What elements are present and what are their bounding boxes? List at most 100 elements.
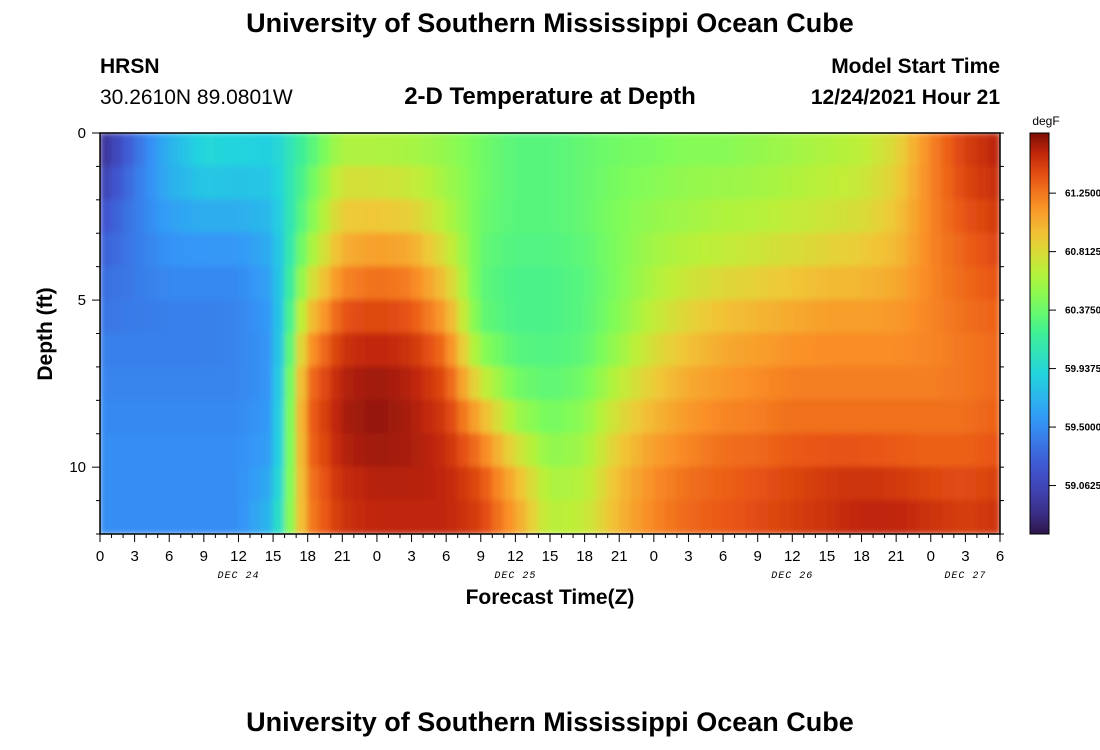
heatmap-cell: [284, 366, 297, 401]
heatmap-cell: [711, 333, 724, 368]
heatmap-cell: [768, 366, 782, 401]
heatmap-cell: [191, 366, 205, 401]
heatmap-cell: [768, 199, 782, 234]
heatmap-cell: [653, 333, 666, 368]
heatmap-cells: [100, 133, 1000, 534]
heatmap-cell: [757, 165, 770, 201]
heatmap-cell: [837, 199, 851, 234]
heatmap-cell: [861, 165, 874, 201]
heatmap-cell: [491, 133, 505, 167]
heatmap-cell: [341, 433, 355, 468]
heatmap-cell: [157, 366, 170, 401]
heatmap-cell: [284, 333, 297, 368]
heatmap-cell: [376, 399, 389, 435]
heatmap-cell: [134, 299, 147, 334]
heatmap-cell: [191, 433, 205, 468]
heatmap-cell: [584, 500, 597, 534]
heatmap-cell: [237, 333, 251, 368]
heatmap-cell: [676, 333, 689, 368]
heatmap-cell: [422, 232, 436, 268]
heatmap-cell: [664, 232, 678, 268]
heatmap-cell: [734, 433, 747, 468]
heatmap-cell: [664, 199, 678, 234]
heatmap-cell: [214, 466, 228, 502]
heatmap-cell: [549, 133, 563, 167]
heatmap-cell: [803, 333, 816, 368]
heatmap-cell: [376, 266, 389, 301]
heatmap-cell: [457, 366, 470, 401]
heatmap-cell: [722, 399, 736, 435]
heatmap-cell: [457, 399, 470, 435]
heatmap-cell: [780, 165, 793, 201]
heatmap-cell: [261, 133, 274, 167]
heatmap-cell: [930, 165, 943, 201]
x-tick-label: 9: [754, 548, 762, 565]
heatmap-cell: [699, 266, 713, 301]
heatmap-cell: [480, 266, 493, 301]
heatmap-cell: [780, 133, 793, 167]
heatmap-cell: [711, 199, 724, 234]
heatmap-cell: [122, 433, 136, 468]
heatmap-cell: [411, 232, 424, 268]
heatmap-cell: [387, 133, 401, 167]
heatmap-cell: [134, 266, 147, 301]
heatmap-cell: [826, 133, 839, 167]
heatmap-cell: [364, 199, 378, 234]
heatmap-cell: [145, 299, 159, 334]
heatmap-cell: [595, 299, 609, 334]
heatmap-cell: [572, 266, 586, 301]
heatmap-cell: [249, 199, 263, 234]
heatmap-cell: [641, 133, 655, 167]
x-tick-label: 3: [130, 548, 138, 565]
heatmap-cell: [918, 500, 932, 534]
heatmap-cell: [100, 433, 113, 468]
heatmap-cell: [526, 199, 539, 234]
heatmap-cell: [387, 433, 401, 468]
heatmap-cell: [930, 133, 943, 167]
heatmap-cell: [422, 500, 436, 534]
heatmap-cell: [653, 366, 666, 401]
heatmap-cell: [330, 165, 343, 201]
heatmap-cell: [572, 399, 586, 435]
heatmap-cell: [884, 299, 897, 334]
heatmap-cell: [157, 333, 170, 368]
heatmap-cell: [895, 199, 909, 234]
heatmap-cell: [930, 333, 943, 368]
heatmap-cell: [399, 366, 413, 401]
heatmap-cell: [803, 232, 816, 268]
heatmap-cell: [630, 433, 643, 468]
heatmap-cell: [780, 299, 793, 334]
heatmap-cell: [434, 366, 447, 401]
heatmap-cell: [249, 232, 263, 268]
heatmap-cell: [861, 466, 874, 502]
heatmap-cell: [837, 500, 851, 534]
heatmap-cell: [364, 433, 378, 468]
heatmap-cell: [249, 266, 263, 301]
heatmap-cell: [157, 433, 170, 468]
heatmap-cell: [284, 500, 297, 534]
heatmap-cell: [364, 232, 378, 268]
heatmap-cell: [295, 333, 309, 368]
heatmap-cell: [849, 333, 863, 368]
heatmap-cell: [100, 366, 113, 401]
heatmap-cell: [561, 133, 574, 167]
heatmap-cell: [537, 399, 551, 435]
heatmap-cell: [295, 299, 309, 334]
heatmap-cell: [330, 299, 343, 334]
heatmap-cell: [976, 466, 989, 502]
heatmap-cell: [953, 299, 966, 334]
heatmap-cell: [884, 199, 897, 234]
heatmap-cell: [549, 165, 563, 201]
day-label: DEC 26: [771, 571, 813, 582]
heatmap-cell: [445, 366, 459, 401]
heatmap-cell: [434, 299, 447, 334]
heatmap-cell: [168, 299, 182, 334]
heatmap-cell: [780, 399, 793, 435]
heatmap-cell: [111, 266, 124, 301]
heatmap-cell: [918, 433, 932, 468]
heatmap-cell: [930, 500, 943, 534]
heatmap-cell: [549, 199, 563, 234]
heatmap-cell: [780, 366, 793, 401]
heatmap-cell: [676, 133, 689, 167]
heatmap-cell: [918, 133, 932, 167]
